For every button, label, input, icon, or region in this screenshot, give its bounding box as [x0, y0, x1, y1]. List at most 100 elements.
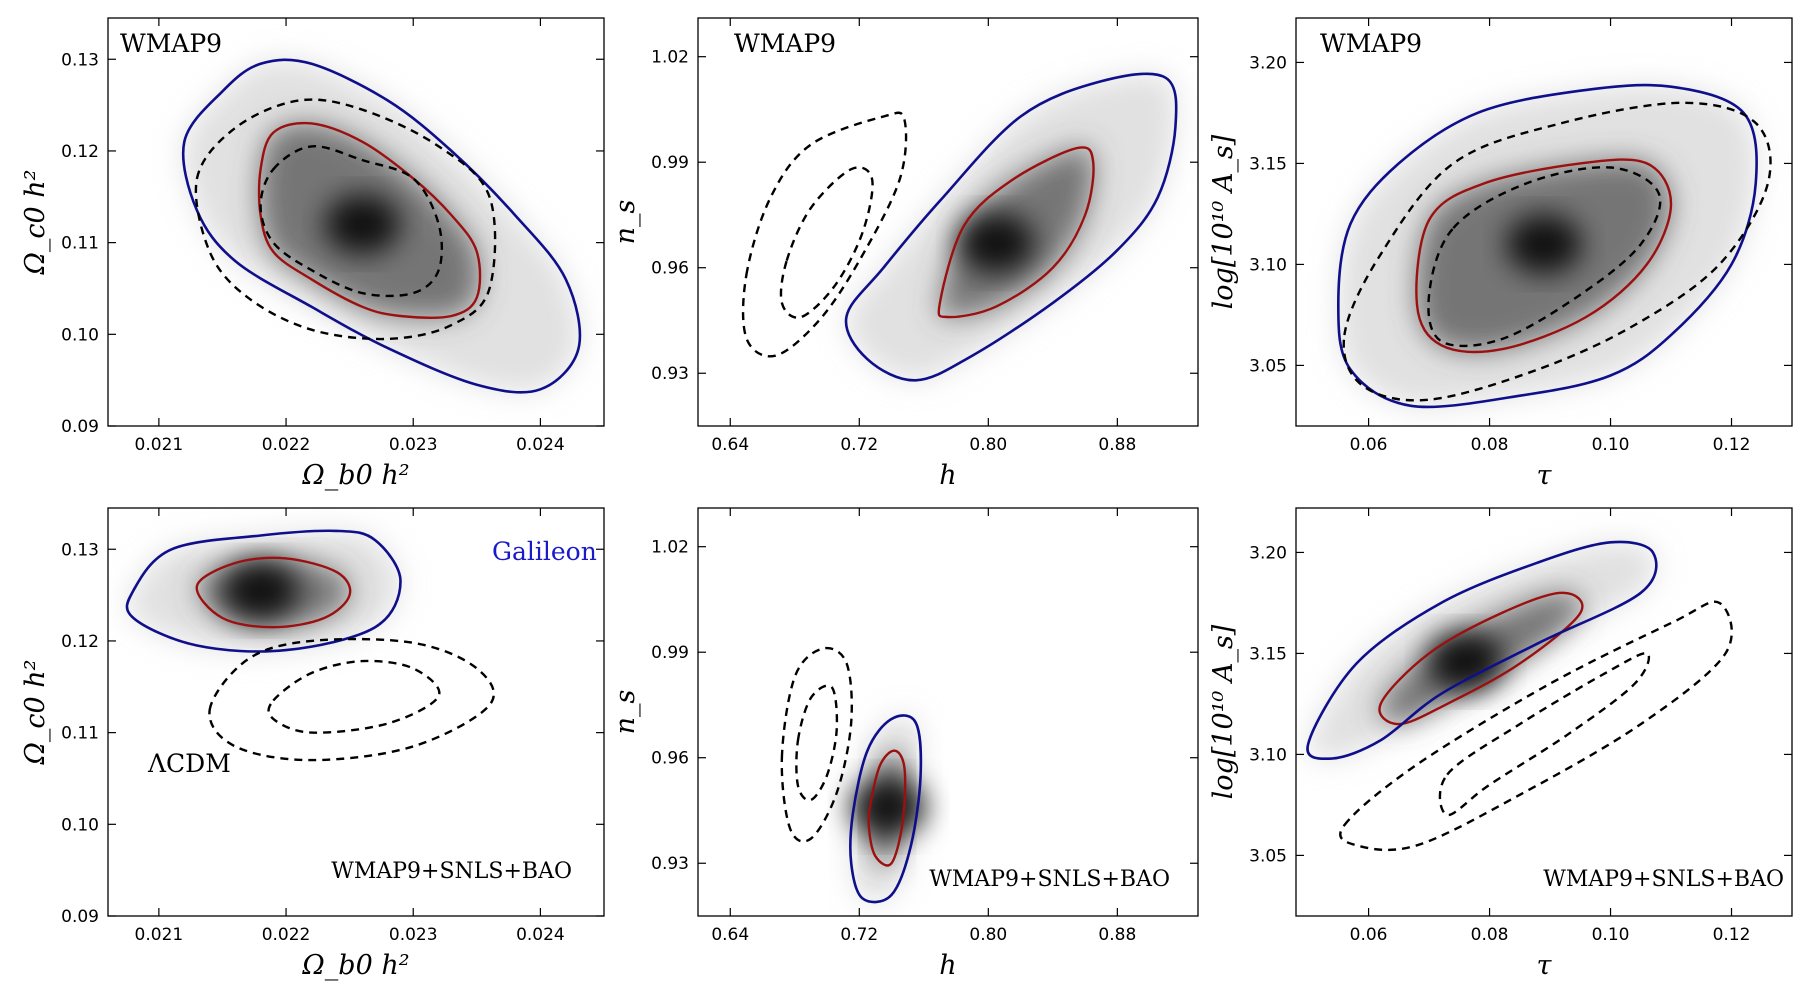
- x-tick-label: 0.72: [840, 435, 878, 455]
- y-tick-label: 0.10: [61, 815, 99, 835]
- y-tick-label: 0.11: [61, 724, 99, 744]
- y-tick-label: 0.10: [61, 325, 99, 345]
- x-axis-label: τ: [1537, 950, 1553, 981]
- y-tick-label: 0.12: [61, 142, 99, 162]
- panel-bottom-middle: 0.64 0.72 0.80 0.88 0.93 0.96 0.99 1.02 h n_s WMAP…: [610, 507, 1199, 981]
- x-tick-label: 0.022: [262, 435, 311, 455]
- dataset-label: WMAP9+SNLS+BAO: [929, 867, 1170, 892]
- y-tick-label: 0.93: [651, 364, 689, 384]
- dataset-label: WMAP9: [1320, 29, 1422, 58]
- y-tick-label: 3.15: [1249, 154, 1287, 174]
- plot-area: [125, 529, 495, 762]
- contour-galileon-2: [125, 529, 402, 653]
- contour--cdm-1: [1427, 166, 1662, 348]
- x-tick-label: 0.024: [516, 435, 565, 455]
- x-tick-label: 0.024: [516, 925, 565, 945]
- contour-galileon-2: [1306, 540, 1658, 761]
- x-tick-label: 0.80: [969, 925, 1007, 945]
- contour-galileon-2: [1336, 83, 1758, 409]
- y-tick-label: 1.02: [651, 538, 689, 558]
- x-axis-label: Ω_b0 h²: [301, 950, 409, 981]
- y-tick-label: 0.12: [61, 632, 99, 652]
- y-axis-label: n_s: [610, 200, 641, 245]
- legend-lcdm: ΛCDM: [147, 749, 231, 778]
- y-tick-label: 0.11: [61, 234, 99, 254]
- plot-area: [741, 72, 1178, 382]
- y-tick-label: 3.10: [1249, 745, 1287, 765]
- panel-top-right: 0.06 0.08 0.10 0.12 3.05 3.10 3.15 3.20 τ log[10¹…: [1208, 17, 1793, 491]
- dataset-label: WMAP9: [120, 29, 222, 58]
- y-tick-label: 0.96: [651, 259, 689, 279]
- y-axis-label: Ω_c0 h²: [20, 170, 51, 276]
- x-tick-label: 0.06: [1350, 435, 1388, 455]
- x-tick-label: 0.64: [711, 925, 749, 945]
- y-tick-label: 1.02: [651, 48, 689, 68]
- contour-galileon-1: [1378, 591, 1584, 726]
- likelihood-peak: [958, 213, 1035, 274]
- axes-frame: [1295, 17, 1793, 427]
- x-tick-label: 0.12: [1713, 925, 1751, 945]
- dataset-label: WMAP9+SNLS+BAO: [1543, 867, 1784, 892]
- y-axis-label: Ω_c0 h²: [20, 660, 51, 766]
- y-tick-label: 0.09: [61, 907, 99, 927]
- x-tick-label: 0.08: [1471, 435, 1509, 455]
- contour-galileon-1: [257, 121, 482, 319]
- axes-frame: [107, 507, 605, 917]
- x-tick-label: 0.021: [135, 925, 184, 945]
- y-tick-label: 0.13: [61, 540, 99, 560]
- plot-area: [181, 58, 582, 394]
- plot-area: [1306, 540, 1733, 852]
- likelihood-peak: [324, 194, 401, 255]
- y-tick-label: 0.93: [651, 854, 689, 874]
- x-tick-label: 0.10: [1592, 435, 1630, 455]
- contour-galileon-2: [849, 714, 923, 904]
- contour-galileon-1: [937, 146, 1095, 319]
- x-axis-label: h: [939, 950, 956, 981]
- x-tick-label: 0.12: [1713, 435, 1751, 455]
- likelihood-peak: [1506, 214, 1582, 275]
- contour-galileon-1: [195, 556, 352, 629]
- contour--cdm-1: [267, 659, 441, 734]
- axes-frame: [697, 17, 1199, 427]
- plot-area: [780, 646, 927, 904]
- contour--cdm-1: [779, 166, 874, 319]
- legend-galileon: Galileon: [492, 537, 597, 566]
- y-tick-label: 0.99: [651, 153, 689, 173]
- dataset-label: WMAP9: [734, 29, 836, 58]
- x-tick-label: 0.80: [969, 435, 1007, 455]
- panel-bottom-right: 0.06 0.08 0.10 0.12 3.05 3.10 3.15 3.20 τ log[10¹…: [1208, 507, 1793, 981]
- y-tick-label: 3.05: [1249, 356, 1287, 376]
- y-axis-label: n_s: [610, 690, 641, 735]
- y-tick-label: 3.20: [1249, 53, 1287, 73]
- panel-bottom-left: 0.021 0.022 0.023 0.024 0.09 0.10 0.11 0.12 0.13…: [20, 507, 605, 981]
- dataset-label: WMAP9+SNLS+BAO: [331, 859, 572, 884]
- x-tick-label: 0.88: [1098, 435, 1136, 455]
- y-tick-label: 0.99: [651, 643, 689, 663]
- x-tick-label: 0.023: [389, 925, 438, 945]
- contour--cdm-1: [1438, 652, 1651, 817]
- x-axis-label: h: [939, 460, 956, 491]
- plot-area: [1336, 83, 1772, 409]
- y-tick-label: 3.05: [1249, 846, 1287, 866]
- axes-frame: [1295, 507, 1793, 917]
- contour--cdm-1: [795, 684, 839, 802]
- y-tick-label: 3.10: [1249, 255, 1287, 275]
- y-tick-label: 0.09: [61, 417, 99, 437]
- contour-galileon-1: [867, 749, 907, 867]
- contour-galileon-2: [181, 58, 582, 394]
- x-tick-label: 0.72: [840, 925, 878, 945]
- contour-galileon-2: [844, 72, 1178, 382]
- x-tick-label: 0.021: [135, 435, 184, 455]
- y-axis-label: log[10¹⁰ A_s]: [1208, 134, 1239, 309]
- likelihood-peak: [1427, 631, 1504, 692]
- x-tick-label: 0.64: [711, 435, 749, 455]
- y-tick-label: 0.13: [61, 50, 99, 70]
- contour--cdm-2: [194, 98, 497, 341]
- panel-top-middle: 0.64 0.72 0.80 0.88 0.93 0.96 0.99 1.02 h n_s WMAP…: [610, 17, 1199, 491]
- contour--cdm-2: [780, 646, 853, 843]
- x-tick-label: 0.06: [1350, 925, 1388, 945]
- contour-galileon-1: [1415, 158, 1673, 354]
- x-axis-label: Ω_b0 h²: [301, 460, 409, 491]
- x-tick-label: 0.10: [1592, 925, 1630, 945]
